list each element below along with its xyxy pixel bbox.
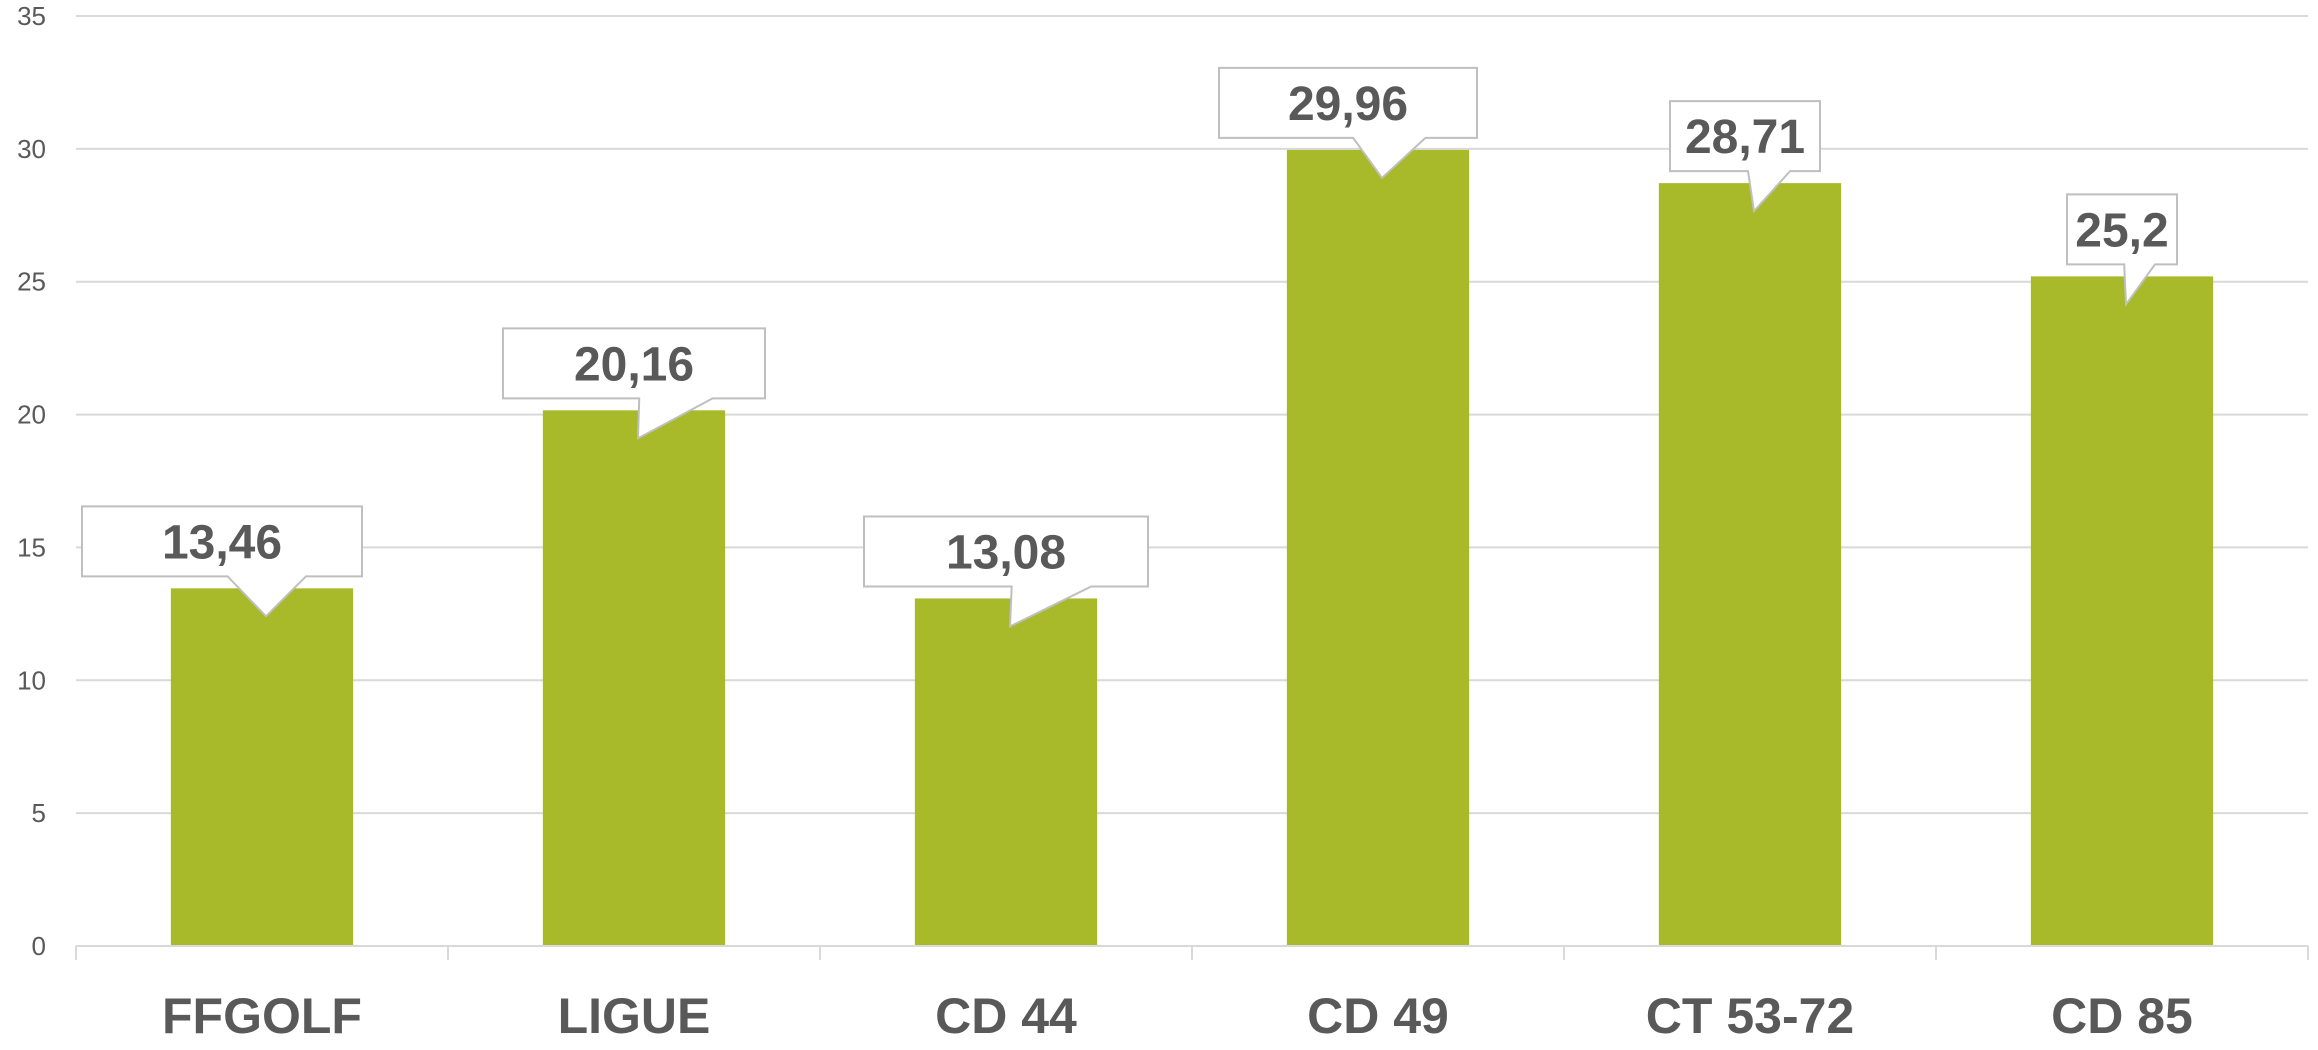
data-label-callout [863, 515, 1149, 629]
data-label: 13,08 [946, 526, 1066, 579]
x-tick-label: CD 85 [2051, 988, 2193, 1044]
bar [1658, 183, 1842, 947]
y-tick-label: 10 [17, 665, 46, 695]
bars [170, 149, 2214, 947]
data-label-callout [81, 505, 363, 618]
data-label-callout [2066, 193, 2178, 308]
y-tick-label: 5 [32, 798, 46, 828]
x-tick-label: CT 53-72 [1646, 988, 1854, 1044]
data-labels: 13,46 20,16 13,08 29,96 28,71 25,2 [81, 66, 2178, 629]
data-label: 29,96 [1288, 78, 1408, 131]
y-tick-label: 30 [17, 134, 46, 164]
bar [1286, 149, 1470, 947]
data-label: 13,46 [162, 516, 282, 569]
x-tick-label: CD 44 [935, 988, 1077, 1044]
y-axis-ticks: 0 5 10 15 20 25 30 35 [17, 1, 46, 961]
bar [2030, 276, 2214, 946]
y-tick-label: 20 [17, 400, 46, 430]
y-tick-label: 35 [17, 1, 46, 31]
data-label: 25,2 [2075, 204, 2168, 257]
data-label: 28,71 [1685, 111, 1805, 164]
data-label: 20,16 [574, 338, 694, 391]
data-label-callout [1218, 66, 1478, 180]
y-tick-label: 0 [32, 931, 46, 961]
data-label-callout [1669, 100, 1821, 214]
bar [170, 588, 354, 946]
x-axis-ticks: FFGOLF LIGUE CD 44 CD 49 CT 53-72 CD 85 [162, 988, 2193, 1044]
x-tick-label: CD 49 [1307, 988, 1449, 1044]
gridlines [76, 15, 2308, 815]
bar [542, 410, 726, 946]
y-tick-label: 15 [17, 532, 46, 562]
data-label-callout [502, 327, 766, 441]
bar [914, 598, 1098, 946]
x-axis [75, 945, 2309, 960]
x-tick-label: LIGUE [558, 988, 711, 1044]
x-tick-label: FFGOLF [162, 988, 362, 1044]
y-tick-label: 25 [17, 267, 46, 297]
